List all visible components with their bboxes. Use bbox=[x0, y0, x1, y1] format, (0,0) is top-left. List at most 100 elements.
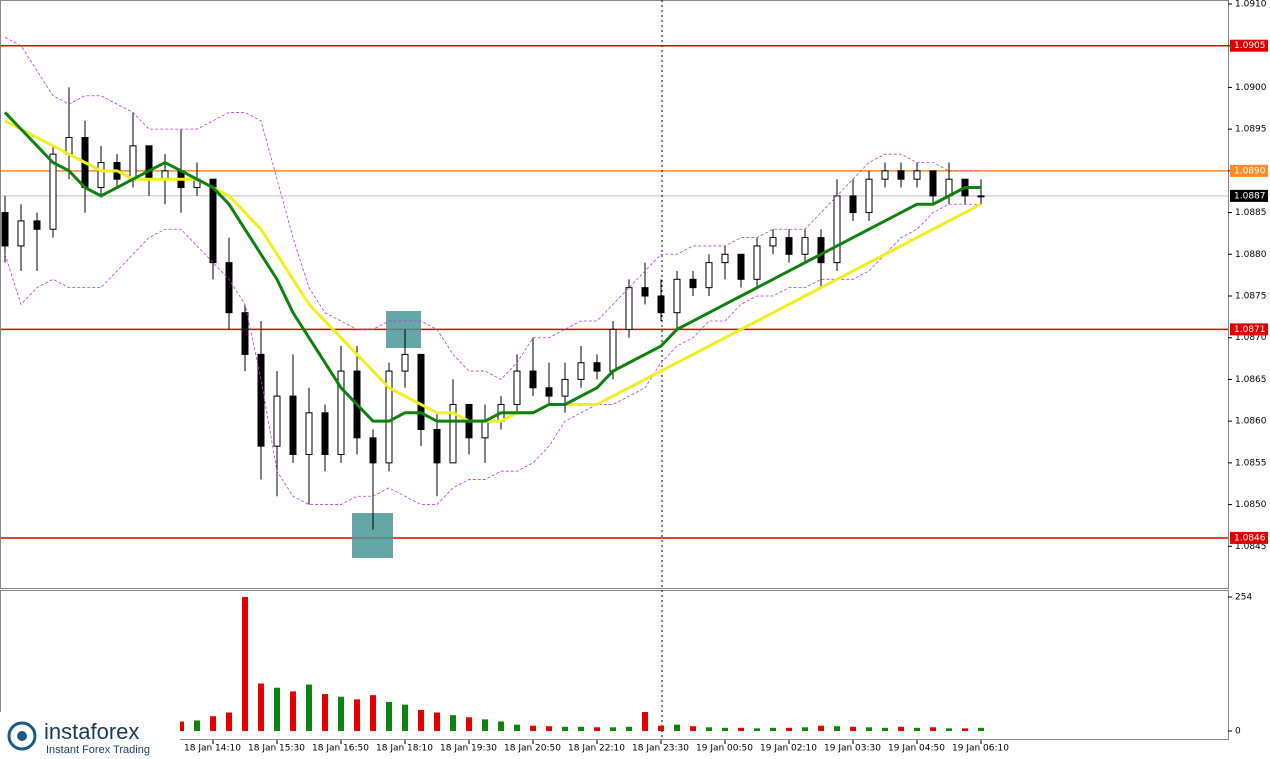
volume-bar bbox=[322, 694, 328, 731]
candle-body bbox=[929, 170, 937, 197]
indicator-line bbox=[3, 111, 981, 423]
candle-body bbox=[257, 353, 265, 447]
candle-body bbox=[865, 178, 873, 214]
volume-bar bbox=[738, 727, 744, 731]
y-tick-label: 1.0860 bbox=[1235, 417, 1267, 427]
level-label: 1.0887 bbox=[1234, 191, 1266, 201]
candle-body bbox=[705, 262, 713, 289]
x-tick-label: 19 Jan 00:50 bbox=[696, 744, 753, 754]
logo-icon bbox=[17, 731, 27, 741]
x-tick-label: 18 Jan 18:10 bbox=[376, 744, 433, 754]
x-tick-label: 19 Jan 02:10 bbox=[760, 744, 817, 754]
volume-bar bbox=[786, 727, 792, 731]
volume-bar bbox=[210, 716, 216, 731]
candle-body bbox=[289, 395, 297, 456]
level-label-bg bbox=[1230, 323, 1268, 336]
volume-bar bbox=[242, 597, 248, 731]
candle-body bbox=[385, 370, 393, 464]
candle-body bbox=[417, 353, 425, 430]
volume-bar bbox=[386, 701, 392, 731]
volume-bar bbox=[674, 724, 680, 731]
volume-bar bbox=[770, 727, 776, 731]
y-tick-label: 1.0900 bbox=[1235, 83, 1267, 93]
candle-body bbox=[1, 212, 9, 247]
volume-bar bbox=[978, 727, 984, 731]
candle-body bbox=[321, 412, 329, 456]
volume-bar bbox=[498, 721, 504, 731]
candle-body bbox=[401, 353, 409, 372]
x-tick-label: 18 Jan 15:30 bbox=[248, 744, 305, 754]
volume-bar bbox=[962, 728, 968, 731]
candle-body bbox=[769, 237, 777, 247]
x-tick-label: 19 Jan 06:10 bbox=[952, 744, 1009, 754]
candle-body bbox=[225, 262, 233, 314]
candle-body bbox=[577, 362, 585, 380]
volume-bar bbox=[930, 727, 936, 731]
y-tick-label: 1.0855 bbox=[1235, 458, 1267, 468]
candle-body bbox=[689, 278, 697, 289]
candle-body bbox=[513, 370, 521, 405]
candle-body bbox=[817, 237, 825, 264]
level-label: 1.0871 bbox=[1234, 325, 1266, 335]
volume-bar bbox=[946, 728, 952, 731]
y-tick-label: 1.0845 bbox=[1235, 542, 1267, 552]
volume-bar bbox=[754, 728, 760, 731]
candle-body bbox=[753, 245, 761, 280]
volume-bar bbox=[882, 727, 888, 731]
candle-body bbox=[785, 237, 793, 255]
volume-bar bbox=[898, 726, 904, 731]
candle-body bbox=[97, 162, 105, 189]
candle-body bbox=[49, 153, 57, 230]
volume-bar bbox=[402, 704, 408, 731]
candle-body bbox=[273, 395, 281, 447]
x-tick-label: 18 Jan 20:50 bbox=[504, 744, 561, 754]
volume-bar bbox=[642, 712, 648, 731]
y-tick-label: 1.0875 bbox=[1235, 292, 1267, 302]
x-tick-label: 19 Jan 04:50 bbox=[888, 744, 945, 754]
candle-body bbox=[721, 253, 729, 264]
candle-body bbox=[241, 312, 249, 355]
volume-bar bbox=[290, 691, 296, 731]
y-tick-label: 254 bbox=[1235, 593, 1252, 603]
level-label: 1.0846 bbox=[1234, 533, 1266, 543]
logo: instaforex Instant Forex Trading bbox=[0, 712, 180, 759]
volume-bar bbox=[530, 725, 536, 731]
volume-bar bbox=[370, 695, 376, 731]
candle-body bbox=[593, 362, 601, 372]
volume-bar bbox=[722, 727, 728, 731]
volume-bar bbox=[594, 727, 600, 731]
volume-bar bbox=[802, 727, 808, 731]
candle-body bbox=[609, 328, 617, 372]
x-tick-label: 19 Jan 03:30 bbox=[824, 744, 881, 754]
volume-bar bbox=[274, 687, 280, 731]
candle-body bbox=[145, 145, 153, 180]
volume-bar bbox=[450, 715, 456, 731]
price-panel bbox=[0, 44, 1228, 539]
volume-bar bbox=[626, 726, 632, 731]
indicator-line bbox=[4, 119, 982, 423]
volume-bar bbox=[850, 726, 856, 731]
indicator-line bbox=[4, 203, 981, 505]
candle-body bbox=[833, 195, 841, 264]
volume-bar bbox=[194, 720, 200, 731]
logo-icon bbox=[7, 721, 37, 751]
y-tick-label: 1.0850 bbox=[1235, 500, 1267, 510]
candle-body bbox=[529, 370, 537, 389]
volume-panel-border bbox=[0, 590, 1229, 740]
volume-bar bbox=[914, 727, 920, 731]
volume-bar bbox=[658, 725, 664, 731]
logo-background bbox=[0, 712, 180, 759]
y-tick-label: 1.0870 bbox=[1235, 333, 1267, 343]
volume-bar bbox=[418, 709, 424, 731]
volume-bar bbox=[706, 727, 712, 731]
y-tick-label: 1.0865 bbox=[1235, 375, 1267, 385]
candle-body bbox=[561, 378, 569, 397]
level-label-bg bbox=[1230, 164, 1268, 177]
volume-bar bbox=[434, 712, 440, 731]
x-tick-label: 18 Jan 16:50 bbox=[312, 744, 369, 754]
candle-body bbox=[849, 195, 857, 214]
candle-body bbox=[33, 220, 41, 230]
signal-box bbox=[386, 311, 421, 348]
